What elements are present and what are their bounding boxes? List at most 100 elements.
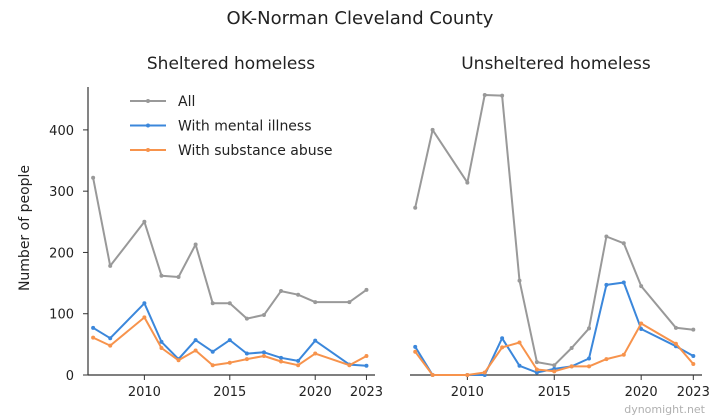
data-point-with-substance-abuse bbox=[193, 348, 198, 353]
legend-marker-all bbox=[146, 99, 150, 103]
legend-label-with-mental-illness: With mental illness bbox=[178, 119, 312, 135]
y-tick-label: 400 bbox=[49, 124, 74, 139]
data-point-with-mental-illness bbox=[691, 354, 696, 359]
data-point-all bbox=[176, 274, 181, 279]
data-point-all bbox=[159, 273, 164, 278]
x-tick-label: 2015 bbox=[538, 385, 571, 400]
data-point-all bbox=[482, 92, 487, 97]
data-point-with-substance-abuse bbox=[517, 340, 522, 345]
y-tick-label: 0 bbox=[66, 369, 74, 384]
data-point-with-substance-abuse bbox=[500, 345, 505, 350]
data-point-with-mental-illness bbox=[500, 336, 505, 341]
data-point-with-substance-abuse bbox=[430, 373, 435, 377]
data-point-with-substance-abuse bbox=[91, 335, 96, 340]
data-point-with-substance-abuse bbox=[691, 361, 696, 366]
data-point-with-substance-abuse bbox=[534, 367, 539, 372]
data-point-all bbox=[413, 205, 418, 210]
data-point-with-mental-illness bbox=[296, 358, 301, 363]
data-point-with-substance-abuse bbox=[639, 321, 644, 326]
data-point-all bbox=[193, 242, 198, 247]
series-line-all bbox=[414, 94, 694, 367]
data-point-all bbox=[604, 234, 609, 239]
data-point-with-substance-abuse bbox=[142, 315, 147, 320]
data-point-with-substance-abuse bbox=[347, 363, 352, 368]
data-point-all bbox=[142, 219, 147, 224]
data-point-with-mental-illness bbox=[261, 350, 266, 355]
panel-sheltered: Sheltered homeless Number of people All W… bbox=[17, 54, 383, 400]
x-tick-label: 2023 bbox=[677, 385, 710, 400]
data-point-with-mental-illness bbox=[193, 338, 198, 343]
y-axis-label: Number of people bbox=[17, 165, 33, 291]
data-point-all bbox=[227, 301, 232, 306]
data-point-all bbox=[465, 180, 470, 185]
data-point-with-substance-abuse bbox=[159, 346, 164, 351]
data-point-with-mental-illness bbox=[210, 349, 215, 354]
data-point-with-substance-abuse bbox=[482, 370, 487, 375]
data-point-with-substance-abuse bbox=[364, 354, 369, 359]
data-point-all bbox=[673, 325, 678, 330]
data-point-with-substance-abuse bbox=[261, 354, 266, 359]
data-point-with-substance-abuse bbox=[313, 351, 318, 356]
data-point-with-substance-abuse bbox=[621, 352, 626, 357]
x-tick-label: 2015 bbox=[213, 385, 246, 400]
data-point-all bbox=[691, 327, 696, 332]
data-point-with-mental-illness bbox=[364, 363, 369, 368]
data-point-with-substance-abuse bbox=[569, 364, 574, 369]
legend-label-all: All bbox=[178, 94, 195, 110]
data-point-all bbox=[517, 278, 522, 283]
data-point-with-mental-illness bbox=[517, 363, 522, 368]
data-point-all bbox=[534, 360, 539, 365]
x-tick-label: 2010 bbox=[128, 385, 161, 400]
y-tick-label: 300 bbox=[49, 185, 74, 200]
panel-unsheltered: Unsheltered homeless 2010 2015 2020 2023 bbox=[410, 54, 710, 400]
data-point-all bbox=[364, 287, 369, 292]
data-point-all bbox=[108, 263, 113, 268]
legend: All With mental illness With substance abu… bbox=[130, 94, 333, 159]
data-point-with-mental-illness bbox=[227, 338, 232, 343]
data-point-all bbox=[261, 312, 266, 317]
data-point-all bbox=[210, 301, 215, 306]
x-tick-label: 2020 bbox=[625, 385, 658, 400]
data-point-all bbox=[639, 284, 644, 289]
data-point-with-substance-abuse bbox=[587, 364, 592, 369]
data-point-with-mental-illness bbox=[91, 325, 96, 330]
x-tick-label: 2010 bbox=[451, 385, 484, 400]
data-point-all bbox=[347, 300, 352, 305]
data-point-with-substance-abuse bbox=[673, 341, 678, 346]
panel-title-sheltered: Sheltered homeless bbox=[147, 54, 315, 74]
data-point-with-mental-illness bbox=[159, 339, 164, 344]
data-point-all bbox=[91, 175, 96, 180]
data-point-all bbox=[552, 363, 557, 368]
data-point-with-substance-abuse bbox=[296, 363, 301, 368]
data-point-with-mental-illness bbox=[534, 370, 539, 375]
data-point-with-substance-abuse bbox=[413, 349, 418, 354]
data-point-with-mental-illness bbox=[621, 280, 626, 285]
data-point-with-mental-illness bbox=[604, 282, 609, 287]
y-tick-label: 200 bbox=[49, 246, 74, 261]
data-point-with-mental-illness bbox=[413, 344, 418, 349]
x-tick-label: 2020 bbox=[299, 385, 332, 400]
data-point-with-substance-abuse bbox=[244, 357, 249, 362]
data-point-with-mental-illness bbox=[639, 327, 644, 332]
legend-marker-with-mental-illness bbox=[146, 123, 150, 128]
data-point-with-mental-illness bbox=[313, 338, 318, 343]
series-line-all bbox=[92, 177, 368, 320]
data-point-with-mental-illness bbox=[142, 301, 147, 306]
figure-title: OK-Norman Cleveland County bbox=[227, 8, 494, 29]
data-point-all bbox=[296, 292, 301, 297]
data-point-with-substance-abuse bbox=[552, 369, 557, 374]
data-point-with-substance-abuse bbox=[227, 360, 232, 365]
data-point-all bbox=[500, 93, 505, 98]
y-tick-label: 100 bbox=[49, 308, 74, 323]
data-point-with-substance-abuse bbox=[465, 373, 470, 377]
data-point-all bbox=[313, 300, 318, 305]
data-point-with-mental-illness bbox=[108, 336, 113, 341]
x-tick-label: 2023 bbox=[350, 385, 383, 400]
watermark: dynomight.net bbox=[624, 403, 705, 416]
data-point-all bbox=[279, 289, 284, 294]
legend-label-with-substance-abuse: With substance abuse bbox=[178, 143, 333, 159]
data-point-with-substance-abuse bbox=[210, 363, 215, 368]
data-point-with-mental-illness bbox=[587, 356, 592, 361]
legend-marker-with-substance-abuse bbox=[146, 148, 150, 152]
